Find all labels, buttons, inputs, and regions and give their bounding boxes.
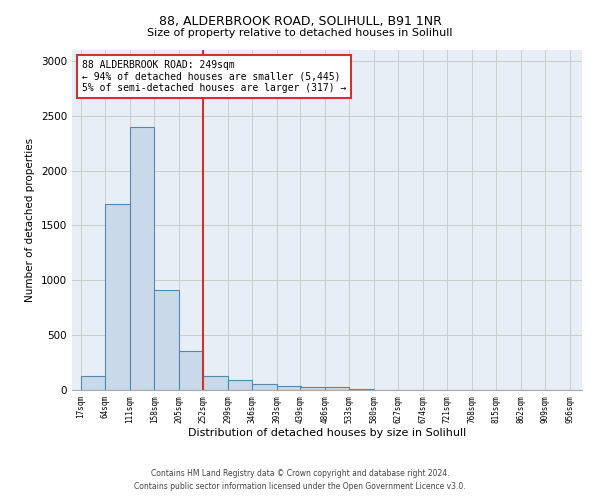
Text: 88, ALDERBROOK ROAD, SOLIHULL, B91 1NR: 88, ALDERBROOK ROAD, SOLIHULL, B91 1NR (158, 15, 442, 28)
Bar (154, 290, 179, 390)
Bar (106, 204, 130, 390)
Bar (81, 376, 106, 390)
Text: Contains public sector information licensed under the Open Government Licence v3: Contains public sector information licen… (134, 482, 466, 491)
Bar (130, 127, 154, 390)
Bar (179, 350, 203, 390)
Bar (325, 388, 349, 390)
Bar (252, 384, 277, 390)
Bar (277, 386, 301, 390)
Y-axis label: Number of detached properties: Number of detached properties (25, 138, 35, 302)
Text: 88 ALDERBROOK ROAD: 249sqm
← 94% of detached houses are smaller (5,445)
5% of se: 88 ALDERBROOK ROAD: 249sqm ← 94% of deta… (82, 60, 347, 94)
Bar (227, 380, 252, 390)
Bar (203, 376, 227, 390)
X-axis label: Distribution of detached houses by size in Solihull: Distribution of detached houses by size … (188, 428, 466, 438)
Text: Size of property relative to detached houses in Solihull: Size of property relative to detached ho… (147, 28, 453, 38)
Text: Contains HM Land Registry data © Crown copyright and database right 2024.: Contains HM Land Registry data © Crown c… (151, 468, 449, 477)
Bar (301, 386, 325, 390)
